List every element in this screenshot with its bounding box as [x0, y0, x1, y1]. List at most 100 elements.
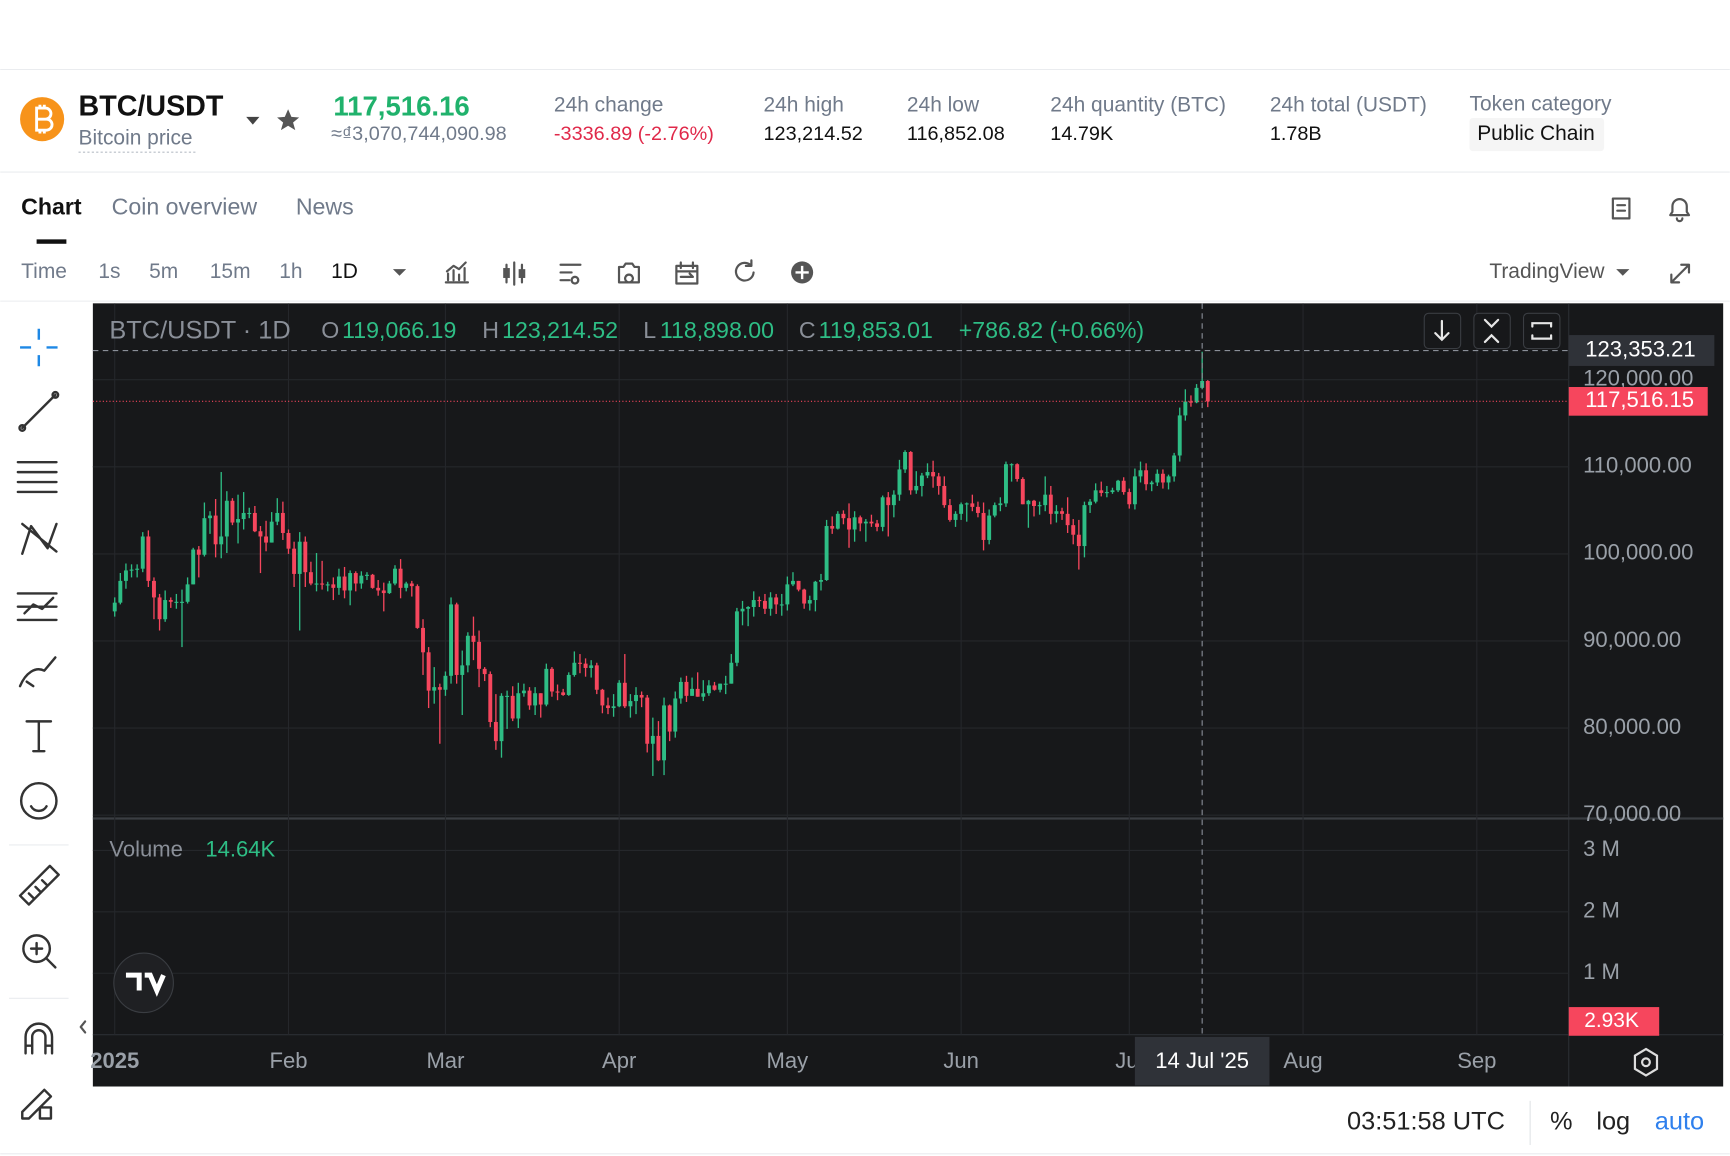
candle-body	[1149, 482, 1154, 485]
candle-body	[992, 505, 997, 516]
candle-body	[667, 705, 672, 732]
candle-body	[353, 573, 358, 584]
candle-body	[398, 568, 403, 588]
candle-body	[807, 600, 812, 604]
candle-body	[931, 472, 936, 477]
pair[interactable]: BTC/USDT	[79, 91, 224, 123]
tab[interactable]: News	[296, 194, 354, 220]
collapse-button[interactable]	[1473, 312, 1511, 350]
tab[interactable]: Chart	[21, 194, 82, 220]
candle-body	[421, 627, 425, 653]
candle-body	[936, 476, 941, 486]
scale-option[interactable]: log	[1596, 1108, 1630, 1136]
interval[interactable]: 1D	[331, 260, 358, 283]
candle-body	[1194, 387, 1199, 403]
interval-caret[interactable]	[392, 269, 407, 276]
candle-body	[443, 675, 448, 690]
magnet-tool[interactable]	[24, 1022, 54, 1055]
stat-value: -3336.89 (-2.76%)	[554, 123, 714, 145]
add-icon	[795, 265, 809, 280]
notes-icon[interactable]	[1611, 197, 1631, 220]
pattern-tool[interactable]	[21, 522, 58, 555]
header: BTC/USDT Bitcoin price 117,516.16 ≈₫3,07…	[20, 90, 1612, 153]
zoom-tool[interactable]	[22, 934, 52, 964]
legend-key: C	[799, 317, 816, 343]
candle-body	[684, 681, 689, 696]
candle-body	[852, 517, 857, 530]
candle-body	[538, 693, 543, 705]
volume-tick-label: 2 M	[1583, 898, 1620, 923]
tv-logo[interactable]	[113, 952, 174, 1014]
interval[interactable]: 5m	[149, 260, 178, 283]
candle-body	[942, 485, 947, 506]
y-tick-label: 100,000.00	[1583, 540, 1693, 565]
category-chip[interactable]	[1469, 118, 1605, 152]
legend-value: 119,066.19	[342, 317, 456, 343]
candle-body	[1121, 480, 1126, 493]
y-tick-label: 120,000.00	[1583, 366, 1693, 391]
volume-tag	[1568, 1007, 1660, 1036]
candle-body	[796, 580, 801, 590]
candle-body	[606, 705, 610, 709]
volume-value: 14.64K	[205, 836, 275, 861]
scale-option[interactable]: auto	[1655, 1108, 1704, 1136]
indicator-icon[interactable]	[444, 261, 470, 284]
favorite-star[interactable]	[277, 109, 300, 131]
scale-option[interactable]: %	[1550, 1108, 1573, 1136]
candle-body	[1065, 513, 1070, 526]
stat-value: 14.79K	[1050, 123, 1114, 145]
candle-icon[interactable]	[503, 268, 510, 278]
provider[interactable]: TradingView	[1489, 260, 1605, 283]
settings-icon[interactable]	[559, 263, 582, 285]
y-tick-label: 90,000.00	[1583, 627, 1681, 652]
text-tool[interactable]	[25, 720, 53, 753]
candle-body	[465, 635, 470, 666]
candle-body	[785, 584, 790, 605]
candle-body	[286, 532, 291, 549]
collapse-arrow[interactable]	[79, 1020, 87, 1034]
reload-icon[interactable]	[734, 259, 755, 282]
lock-tool[interactable]	[21, 1088, 53, 1120]
candle-body	[695, 688, 700, 697]
candle-body	[1127, 492, 1132, 505]
axis-settings[interactable]	[1633, 1047, 1659, 1077]
dropdown-caret[interactable]	[246, 116, 260, 125]
legend-value: 123,214.52	[502, 317, 618, 343]
tab[interactable]: Coin overview	[112, 194, 258, 220]
replay-icon[interactable]	[675, 261, 699, 285]
layout-button[interactable]	[1522, 312, 1561, 350]
stat-value: 116,852.08	[907, 123, 1005, 145]
candle-body	[611, 706, 616, 709]
ruler-tool[interactable]	[18, 864, 60, 906]
candle-body	[1004, 464, 1008, 504]
volume-tick-label: 1 M	[1583, 959, 1620, 984]
emoji-tool[interactable]	[19, 781, 58, 820]
prediction-tool[interactable]	[16, 592, 58, 622]
alert-icon[interactable]	[1669, 198, 1691, 223]
snapshot-icon[interactable]	[617, 262, 640, 284]
line-tool[interactable]	[21, 393, 57, 430]
y-tick-label: 110,000.00	[1583, 453, 1692, 478]
volume-tick-label: 3 M	[1583, 836, 1620, 861]
interval[interactable]: 1s	[98, 260, 120, 283]
crosshair-tool[interactable]	[20, 328, 58, 367]
candle-body	[493, 721, 498, 742]
candle-body	[1076, 534, 1081, 547]
candle-body	[1177, 415, 1182, 456]
provider-caret[interactable]	[1616, 269, 1630, 276]
interval[interactable]: 1h	[279, 260, 302, 283]
interval[interactable]: Time	[21, 260, 67, 283]
fib-tool[interactable]	[16, 460, 58, 494]
candle-body	[975, 506, 980, 513]
subtitle[interactable]: Bitcoin price	[79, 127, 193, 150]
zoom-tool	[29, 941, 57, 969]
candle-body	[863, 521, 868, 524]
brush-tool[interactable]	[18, 656, 57, 688]
interval[interactable]: 15m	[210, 260, 251, 283]
candle-body	[157, 597, 162, 620]
candle-icon[interactable]	[518, 269, 526, 278]
candle-body	[303, 541, 308, 573]
stat-value[interactable]: Public Chain	[1477, 122, 1595, 145]
fullscreen-icon[interactable]	[1670, 263, 1691, 284]
candle-body	[381, 590, 386, 594]
